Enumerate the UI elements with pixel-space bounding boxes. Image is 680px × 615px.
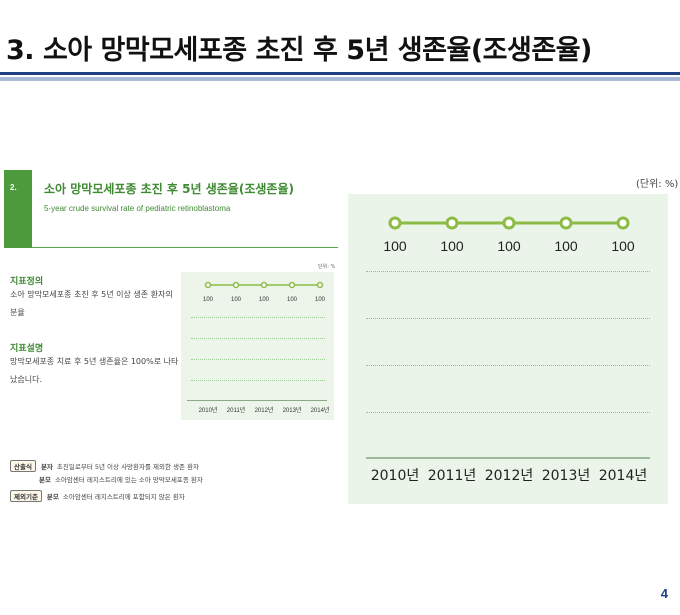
denominator-text: 소아암센터 레지스트리에 있는 소아 망막모세포종 환자 [54, 476, 203, 484]
page-number: 4 [660, 586, 668, 601]
mini-data-label: 100 [258, 297, 269, 303]
formula-numerator: 산출식 분자 초진일로부터 5년 이상 사망환자를 제외한 생존 환자 [10, 460, 199, 472]
mini-x-tick-label: 2011년 [226, 408, 246, 414]
chart-unit-label: (단위: %) [636, 179, 679, 190]
definition-heading: 지표정의 [10, 277, 44, 287]
section-accent-bar: 2. [4, 170, 32, 248]
exclusion-text: 소아암센터 레지스트리에 포함되지 않은 환자 [62, 493, 185, 501]
mini-data-label: 100 [286, 297, 297, 303]
exclusion-tag: 제외기준 [10, 490, 42, 502]
report-divider [32, 247, 338, 248]
gridline [366, 318, 650, 319]
x-tick-label: 2010년 [370, 468, 420, 484]
denominator-key: 분모 [39, 476, 51, 484]
data-label: 100 [611, 238, 635, 254]
mini-data-label: 100 [230, 297, 241, 303]
data-label: 100 [554, 238, 578, 254]
mini-data-point [260, 281, 268, 289]
chart-line-svg [388, 216, 630, 230]
exclusion-key: 분모 [46, 493, 59, 501]
mini-x-tick-label: 2013년 [282, 408, 302, 414]
x-tick-label: 2011년 [427, 468, 477, 484]
exclusion-criteria: 제외기준 분모 소아암센터 레지스트리에 포함되지 않은 환자 [10, 490, 185, 502]
mini-x-tick-label: 2014년 [310, 408, 330, 414]
data-point [445, 216, 459, 230]
slide-title: 3. 소아 망막모세포종 초진 후 5년 생존율(조생존율) [6, 35, 592, 66]
explanation-text: 망막모세포종 치료 후 5년 생존율은 100%로 나타났습니다. [10, 357, 179, 384]
data-point [388, 216, 402, 230]
mini-x-axis [187, 400, 327, 401]
report-title-english: 5-year crude survival rate of pediatric … [44, 204, 231, 213]
data-label: 100 [440, 238, 464, 254]
x-tick-label: 2014년 [598, 468, 648, 484]
mini-chart-unit: 단위: % [318, 264, 336, 270]
data-label: 100 [497, 238, 521, 254]
mini-gridline [191, 380, 325, 381]
x-tick-label: 2012년 [484, 468, 534, 484]
gridline [366, 412, 650, 413]
definition-text: 소아 망막모세포종 초진 후 5년 이상 생존 환자의 분율 [10, 290, 173, 317]
mini-x-tick-label: 2010년 [198, 408, 218, 414]
mini-data-label: 100 [314, 297, 325, 303]
mini-chart-line-svg [204, 281, 324, 289]
data-point [616, 216, 630, 230]
data-point [502, 216, 516, 230]
mini-gridline [191, 359, 325, 360]
gridline [366, 271, 650, 272]
header-rule-light [0, 77, 680, 81]
slide-header: 3. 소아 망막모세포종 초진 후 5년 생존율(조생존율) [0, 0, 680, 86]
survival-line-chart: 100 100 100 100 100 2010년 2011년 2012년 20… [348, 194, 668, 504]
numerator-text: 초진일로부터 5년 이상 사망환자를 제외한 생존 환자 [56, 463, 200, 471]
mini-data-point [288, 281, 296, 289]
mini-data-label: 100 [202, 297, 213, 303]
report-card: 2. 소아 망막모세포종 초진 후 5년 생존율(조생존율) 5-year cr… [4, 170, 340, 510]
header-rule-dark [0, 72, 680, 75]
mini-chart: 100 100 100 100 100 2010년 2011년 2012년 20… [181, 272, 334, 420]
gridline [366, 365, 650, 366]
formula-denominator: 분모 소아암센터 레지스트리에 있는 소아 망막모세포종 환자 [39, 474, 203, 484]
mini-data-point [232, 281, 240, 289]
formula-tag: 산출식 [10, 460, 36, 472]
report-title-korean: 소아 망막모세포종 초진 후 5년 생존율(조생존율) [44, 182, 294, 196]
mini-x-tick-label: 2012년 [254, 408, 274, 414]
mini-gridline [191, 338, 325, 339]
x-axis [366, 457, 650, 459]
data-label: 100 [383, 238, 407, 254]
mini-data-point [204, 281, 212, 289]
x-tick-label: 2013년 [541, 468, 591, 484]
mini-data-point [316, 281, 324, 289]
mini-gridline [191, 317, 325, 318]
numerator-key: 분자 [40, 463, 53, 471]
explanation-heading: 지표설명 [10, 344, 44, 354]
section-number: 2. [10, 183, 17, 192]
data-point [559, 216, 573, 230]
